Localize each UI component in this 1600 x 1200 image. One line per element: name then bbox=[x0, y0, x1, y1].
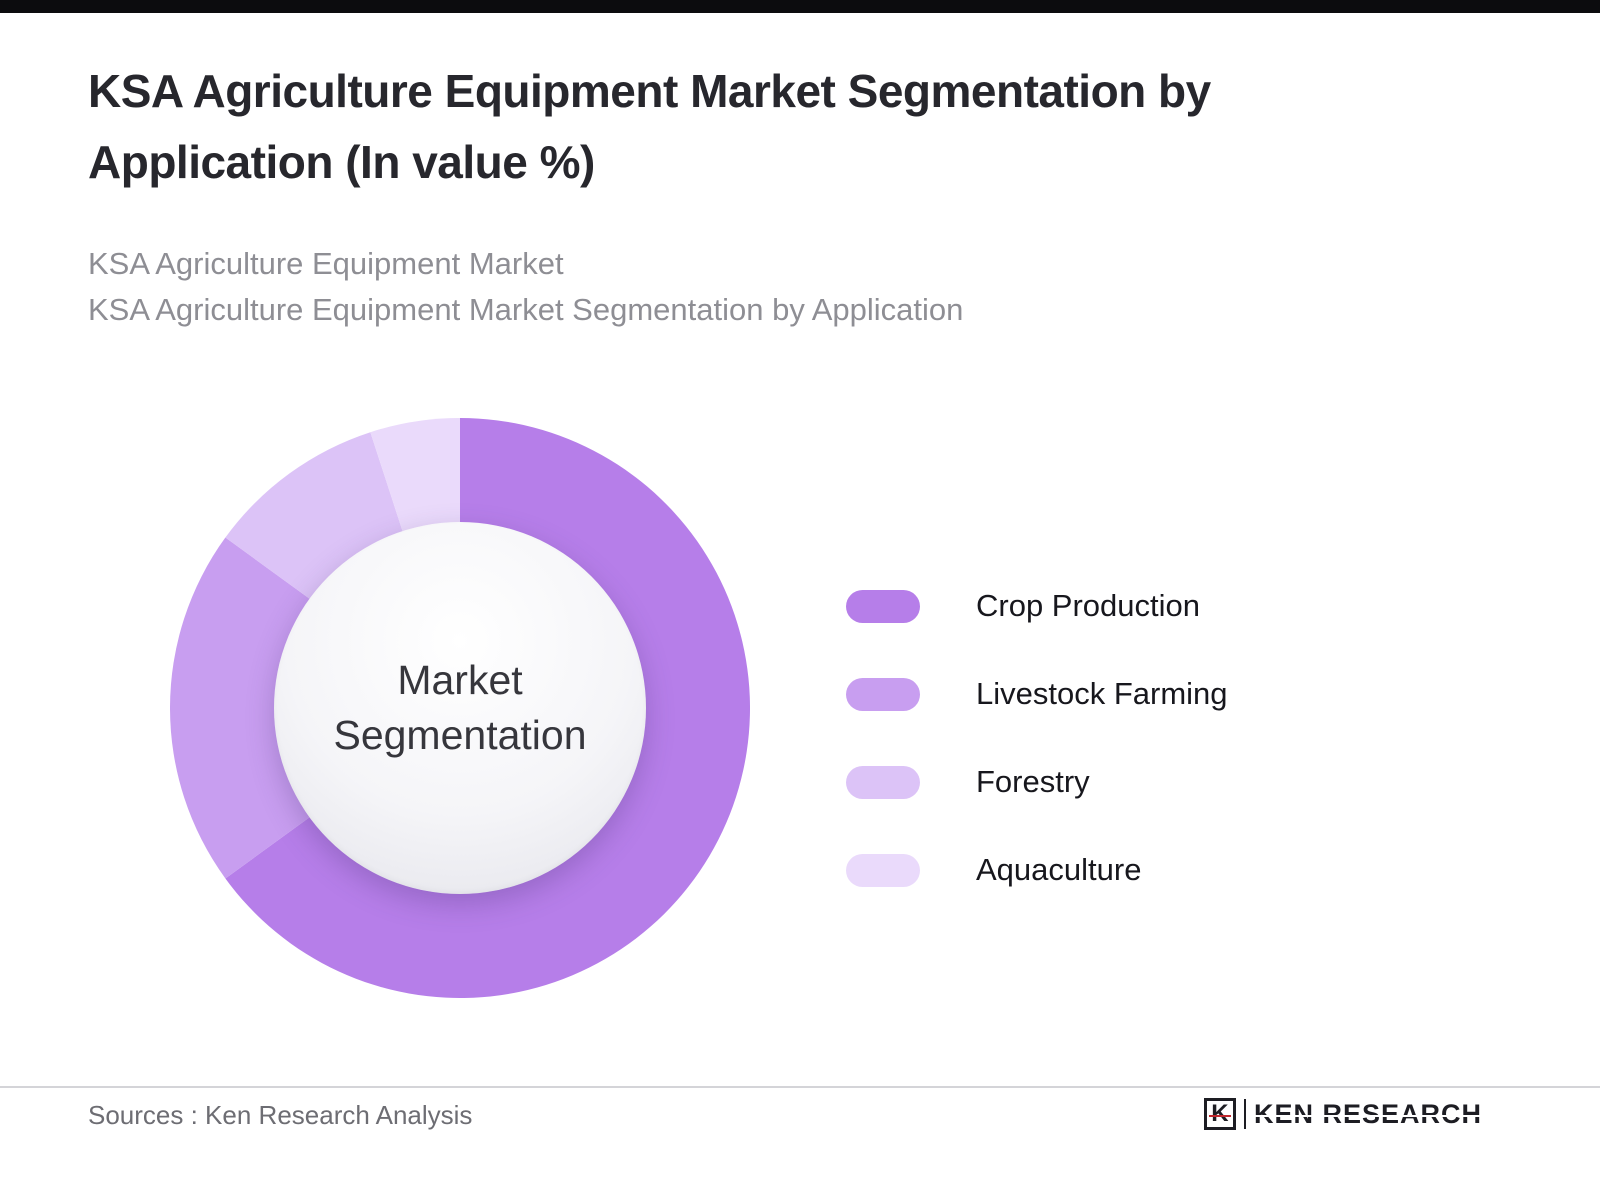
legend-label: Crop Production bbox=[976, 588, 1201, 623]
subtitle-line1: KSA Agriculture Equipment Market bbox=[88, 245, 564, 281]
legend-label: Aquaculture bbox=[976, 852, 1142, 887]
page-title-line2: Application (In value %) bbox=[88, 136, 595, 189]
donut-center-circle: Market Segmentation bbox=[274, 522, 646, 894]
chart-legend: Crop Production Livestock Farming Forest… bbox=[846, 588, 1228, 888]
legend-swatch bbox=[846, 853, 920, 887]
legend-item-forestry: Forestry bbox=[846, 764, 1228, 800]
subtitle-block: KSA Agriculture Equipment Market KSA Agr… bbox=[88, 241, 1508, 334]
brand-logo-text: KEN RESEARCH bbox=[1253, 1098, 1483, 1129]
subtitle-line2: KSA Agriculture Equipment Market Segment… bbox=[88, 292, 964, 328]
legend-item-aquaculture: Aquaculture bbox=[846, 852, 1228, 888]
legend-swatch bbox=[846, 677, 920, 711]
brand-logo-icon: K bbox=[1203, 1098, 1236, 1130]
legend-label: Livestock Farming bbox=[976, 676, 1228, 711]
legend-item-crop-production: Crop Production bbox=[846, 588, 1228, 624]
donut-chart: Market Segmentation bbox=[170, 418, 750, 998]
footer-divider bbox=[0, 1086, 1600, 1088]
sources-note: Sources : Ken Research Analysis bbox=[88, 1100, 473, 1130]
legend-swatch bbox=[846, 765, 920, 799]
top-accent-bar bbox=[0, 0, 1600, 13]
brand-logo: K KEN RESEARCH bbox=[1203, 1098, 1483, 1130]
page-title: KSA Agriculture Equipment Market Segment… bbox=[88, 56, 1508, 199]
brand-logo-divider bbox=[1243, 1099, 1246, 1129]
page-title-line1: KSA Agriculture Equipment Market Segment… bbox=[88, 65, 1211, 117]
legend-item-livestock-farming: Livestock Farming bbox=[846, 676, 1228, 712]
legend-label: Forestry bbox=[976, 764, 1090, 799]
donut-center-label: Market Segmentation bbox=[333, 656, 587, 758]
header: KSA Agriculture Equipment Market Segment… bbox=[88, 56, 1508, 334]
legend-swatch bbox=[846, 589, 920, 623]
